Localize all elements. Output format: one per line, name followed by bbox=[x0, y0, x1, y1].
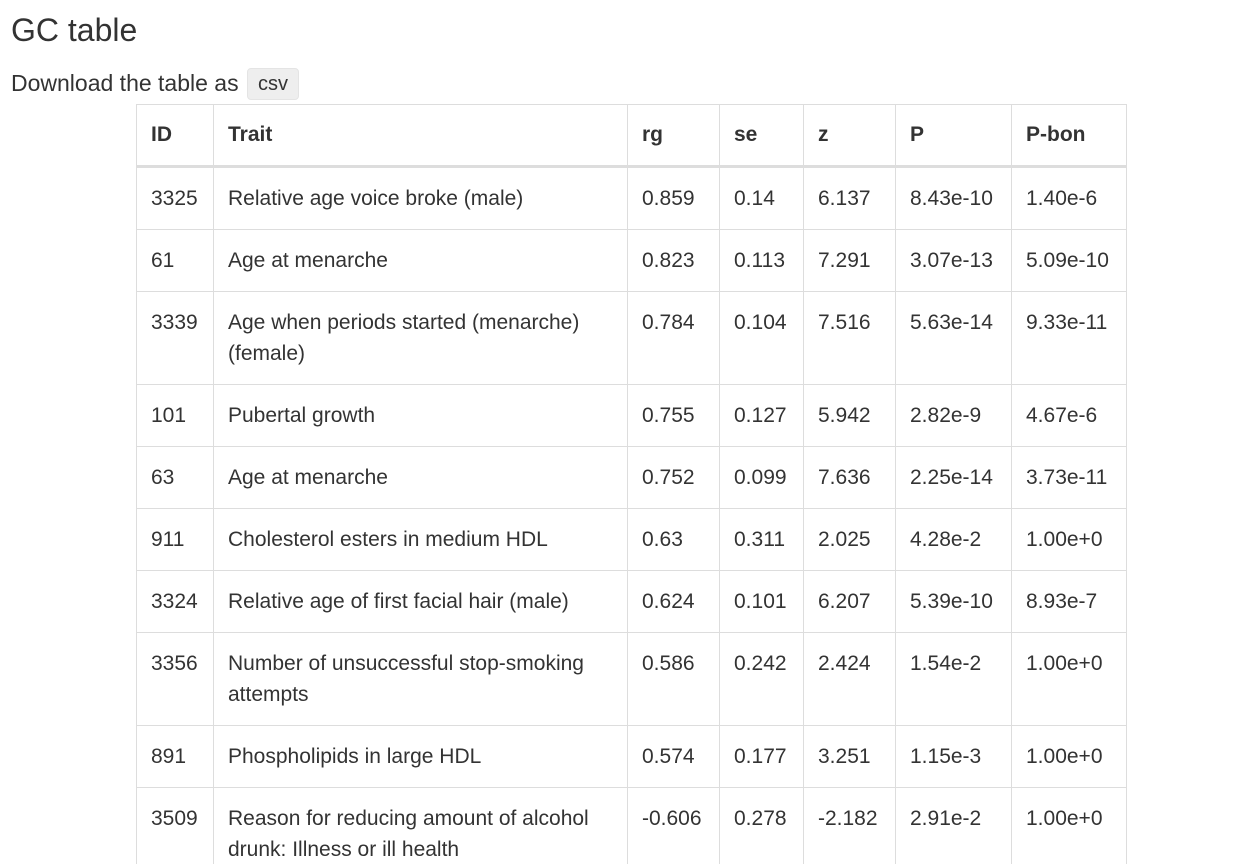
cell-col-se: 0.311 bbox=[719, 508, 804, 571]
cell-col-p: 5.39e-10 bbox=[895, 570, 1012, 633]
cell-col-id: 61 bbox=[136, 229, 214, 292]
cell-col-id: 3356 bbox=[136, 632, 214, 726]
cell-col-id: 3324 bbox=[136, 570, 214, 633]
cell-col-rg: 0.755 bbox=[627, 384, 720, 447]
header-col-trait: Trait bbox=[213, 104, 628, 168]
cell-col-p: 3.07e-13 bbox=[895, 229, 1012, 292]
cell-col-trait: Cholesterol esters in medium HDL bbox=[213, 508, 628, 571]
table-row: 3509 Reason for reducing amount of alcoho… bbox=[136, 787, 1127, 864]
table-row: 61 Age at menarche 0.823 0.113 7.291 3.07e-13… bbox=[136, 229, 1127, 292]
cell-col-rg: 0.859 bbox=[627, 166, 720, 230]
cell-col-p: 8.43e-10 bbox=[895, 166, 1012, 230]
cell-col-rg: 0.586 bbox=[627, 632, 720, 726]
cell-col-rg: 0.574 bbox=[627, 725, 720, 788]
cell-col-p-bon: 9.33e-11 bbox=[1011, 291, 1127, 385]
cell-col-id: 3339 bbox=[136, 291, 214, 385]
table-row: 101 Pubertal growth 0.755 0.127 5.942 2.82e-9… bbox=[136, 384, 1127, 447]
cell-col-se: 0.242 bbox=[719, 632, 804, 726]
cell-col-se: 0.14 bbox=[719, 166, 804, 230]
cell-col-id: 911 bbox=[136, 508, 214, 571]
cell-col-p: 1.15e-3 bbox=[895, 725, 1012, 788]
cell-col-z: 2.424 bbox=[803, 632, 896, 726]
cell-col-z: 6.207 bbox=[803, 570, 896, 633]
table-body: 3325 Relative age voice broke (male) 0.859… bbox=[136, 166, 1127, 864]
header-col-p: P bbox=[895, 104, 1012, 168]
cell-col-p: 4.28e-2 bbox=[895, 508, 1012, 571]
cell-col-trait: Number of unsuccessful stop-smoking atte… bbox=[213, 632, 628, 726]
cell-col-trait: Relative age of first facial hair (male) bbox=[213, 570, 628, 633]
cell-col-trait: Relative age voice broke (male) bbox=[213, 166, 628, 230]
cell-col-id: 101 bbox=[136, 384, 214, 447]
cell-col-se: 0.104 bbox=[719, 291, 804, 385]
header-col-se: se bbox=[719, 104, 804, 168]
cell-col-trait: Reason for reducing amount of alcohol dr… bbox=[213, 787, 628, 864]
cell-col-se: 0.278 bbox=[719, 787, 804, 864]
table-row: 3324 Relative age of first facial hair (m… bbox=[136, 570, 1127, 633]
cell-col-z: 7.636 bbox=[803, 446, 896, 509]
table-row: 63 Age at menarche 0.752 0.099 7.636 2.25e-14… bbox=[136, 446, 1127, 509]
cell-col-rg: 0.823 bbox=[627, 229, 720, 292]
cell-col-rg: -0.606 bbox=[627, 787, 720, 864]
gc-table: ID Trait rg se z P P-bon 3325 Relative age voic… bbox=[136, 104, 1127, 864]
cell-col-z: 7.291 bbox=[803, 229, 896, 292]
table-row: 3339 Age when periods started (menarche) … bbox=[136, 291, 1127, 385]
cell-col-p-bon: 1.00e+0 bbox=[1011, 787, 1127, 864]
cell-col-id: 63 bbox=[136, 446, 214, 509]
cell-col-p: 2.25e-14 bbox=[895, 446, 1012, 509]
cell-col-rg: 0.784 bbox=[627, 291, 720, 385]
header-col-rg: rg bbox=[627, 104, 720, 168]
cell-col-se: 0.127 bbox=[719, 384, 804, 447]
cell-col-trait: Pubertal growth bbox=[213, 384, 628, 447]
cell-col-p-bon: 3.73e-11 bbox=[1011, 446, 1127, 509]
page-title: GC table bbox=[11, 12, 138, 48]
table-row: 3325 Relative age voice broke (male) 0.859… bbox=[136, 166, 1127, 230]
cell-col-rg: 0.63 bbox=[627, 508, 720, 571]
cell-col-p-bon: 1.00e+0 bbox=[1011, 725, 1127, 788]
cell-col-z: 2.025 bbox=[803, 508, 896, 571]
cell-col-p: 2.91e-2 bbox=[895, 787, 1012, 864]
csv-download-button[interactable]: csv bbox=[247, 67, 299, 100]
header-col-z: z bbox=[803, 104, 896, 168]
cell-col-rg: 0.752 bbox=[627, 446, 720, 509]
cell-col-p: 5.63e-14 bbox=[895, 291, 1012, 385]
cell-col-trait: Age at menarche bbox=[213, 446, 628, 509]
cell-col-se: 0.101 bbox=[719, 570, 804, 633]
cell-col-p-bon: 1.40e-6 bbox=[1011, 166, 1127, 230]
cell-col-id: 3509 bbox=[136, 787, 214, 864]
header-col-p-bon: P-bon bbox=[1011, 104, 1127, 168]
cell-col-trait: Age at menarche bbox=[213, 229, 628, 292]
cell-col-trait: Age when periods started (menarche) (fem… bbox=[213, 291, 628, 385]
cell-col-p-bon: 4.67e-6 bbox=[1011, 384, 1127, 447]
cell-col-p: 2.82e-9 bbox=[895, 384, 1012, 447]
cell-col-z: 3.251 bbox=[803, 725, 896, 788]
table-row: 3356 Number of unsuccessful stop-smoking … bbox=[136, 632, 1127, 726]
cell-col-p: 1.54e-2 bbox=[895, 632, 1012, 726]
cell-col-se: 0.113 bbox=[719, 229, 804, 292]
header-col-id: ID bbox=[136, 104, 214, 168]
cell-col-z: 7.516 bbox=[803, 291, 896, 385]
cell-col-z: 6.137 bbox=[803, 166, 896, 230]
download-label: Download the table as bbox=[11, 70, 239, 96]
table-row: 891 Phospholipids in large HDL 0.574 0.177 3… bbox=[136, 725, 1127, 788]
cell-col-p-bon: 1.00e+0 bbox=[1011, 632, 1127, 726]
cell-col-se: 0.099 bbox=[719, 446, 804, 509]
cell-col-se: 0.177 bbox=[719, 725, 804, 788]
cell-col-trait: Phospholipids in large HDL bbox=[213, 725, 628, 788]
table-header-row: ID Trait rg se z P P-bon bbox=[136, 104, 1127, 168]
table-row: 911 Cholesterol esters in medium HDL 0.63 0… bbox=[136, 508, 1127, 571]
cell-col-id: 891 bbox=[136, 725, 214, 788]
download-line: Download the table as csv bbox=[11, 66, 299, 101]
cell-col-rg: 0.624 bbox=[627, 570, 720, 633]
cell-col-p-bon: 5.09e-10 bbox=[1011, 229, 1127, 292]
cell-col-p-bon: 1.00e+0 bbox=[1011, 508, 1127, 571]
cell-col-z: -2.182 bbox=[803, 787, 896, 864]
cell-col-p-bon: 8.93e-7 bbox=[1011, 570, 1127, 633]
cell-col-id: 3325 bbox=[136, 166, 214, 230]
cell-col-z: 5.942 bbox=[803, 384, 896, 447]
